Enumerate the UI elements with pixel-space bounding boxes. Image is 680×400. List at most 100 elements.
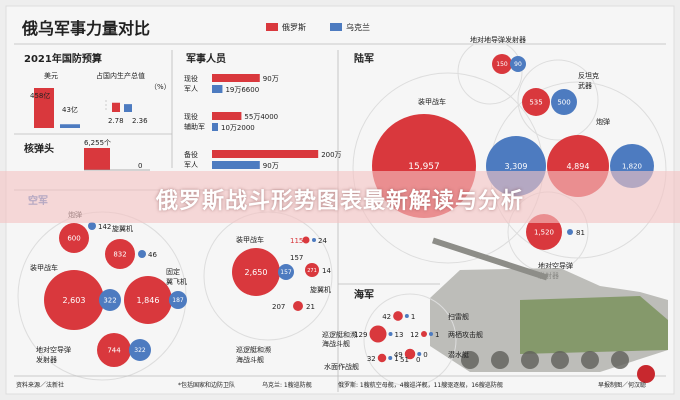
personnel-ukraine-bar	[212, 161, 260, 169]
navy-russia-bubble	[393, 311, 403, 321]
legend-label-russia: 俄罗斯	[282, 22, 306, 32]
navy-category-label: 扫雷舰	[448, 312, 469, 321]
navy-ukraine-bubble	[417, 352, 422, 356]
air-fixedwing-russia-value: 1,846	[137, 296, 160, 305]
personnel-ukraine-value: 90万	[263, 162, 279, 170]
air-shells-russia-value: 600	[67, 235, 80, 243]
navy-category-label: 潜水艇	[448, 350, 469, 359]
navy-russia-value: 32	[367, 355, 376, 363]
air-armored-ukraine-bubble	[99, 289, 121, 311]
land-sa-launcher-russia-value: 1,520	[534, 229, 554, 237]
tank-wheel-illustration	[581, 351, 599, 369]
navy-russia-bubble	[421, 331, 427, 337]
air-armored-russia-bubble	[44, 270, 104, 330]
air-sa-launcher-label: 发射器	[36, 355, 57, 364]
air-fixedwing-label: 固定	[166, 267, 180, 276]
land-antitank-russia-value: 535	[529, 99, 542, 107]
air-fixedwing-ukraine-bubble	[169, 291, 187, 309]
special-heli2-russia-value: 271	[307, 268, 317, 274]
air-heli-ukraine-bubble	[138, 250, 146, 258]
navy-ukraine-value: 13	[395, 331, 404, 339]
navy-russia-bubble	[404, 348, 416, 360]
navy-extra-russia-value: 51	[400, 356, 409, 364]
personnel-russia-value: 90万	[263, 75, 279, 83]
air-fixedwing-label: 翼飞机	[166, 277, 187, 286]
land-armored-russia-value: 15,957	[408, 162, 440, 172]
land-title: 陆军	[354, 52, 374, 65]
budget-gdp-unit: （%）	[150, 83, 171, 91]
navy-extra-ukraine-value: 0	[416, 356, 420, 364]
air-shells-ukraine-value: 142	[98, 223, 111, 231]
air-sa-launcher-russia-value: 744	[107, 347, 121, 355]
air-heli-label: 旋翼机	[112, 224, 133, 233]
special-heli-russia-value: 115	[290, 237, 303, 245]
personnel-title: 军事人员	[186, 52, 226, 65]
tank-wheel-illustration	[521, 351, 539, 369]
special-patrol-russia-value: 207	[272, 303, 285, 311]
air-shells-ukraine-bubble	[88, 222, 96, 230]
navy-ukraine-bubble	[388, 356, 393, 360]
special-armored-russia-value: 2,650	[245, 268, 268, 277]
personnel-row-label: 备役	[184, 150, 198, 159]
budget-usd-russia-value: 458亿	[30, 91, 50, 100]
special-armored-ukraine-label: 157	[290, 254, 303, 262]
navy-ukraine-value: 1	[394, 355, 398, 363]
personnel-row-label: 军人	[184, 161, 198, 169]
personnel-ukraine-value: 10万2000	[221, 124, 255, 132]
land-antitank-russia-bubble	[522, 88, 550, 116]
personnel-row-label: 军人	[184, 85, 198, 93]
navy-russia-bubble	[377, 353, 387, 363]
land-sa-launcher-ukraine-value: 81	[576, 229, 585, 237]
land-ss-launcher-label: 地对地导弹发射器	[470, 35, 526, 44]
budget-usd-label: 美元	[44, 71, 58, 80]
special-heli2-russia-bubble	[305, 263, 319, 277]
air-heli-ukraine-value: 46	[148, 251, 157, 259]
special-heli-ukraine-bubble	[312, 238, 316, 242]
footer-credit: 早报制图／何汉聪	[598, 381, 646, 389]
budget-usd-ukraine-bar	[60, 124, 80, 128]
personnel-row-label: 辅助军	[184, 122, 205, 131]
legend-swatch-ukraine	[330, 23, 342, 31]
budget-usd-russia-bar	[34, 88, 54, 128]
footer-note-russia: 俄罗斯: 1艘航空母舰，4艘巡洋舰，11艘驱逐舰，16艘巡防舰	[338, 381, 503, 389]
budget-gdp-russia-bar	[112, 102, 120, 112]
navy-ukraine-bubble	[388, 332, 393, 336]
land-ring	[457, 39, 523, 105]
navy-category-label: 巡逻艇和濒	[322, 330, 357, 339]
personnel-russia-value: 55万4000	[244, 113, 278, 121]
budget-gdp-label: 占国内生产总值	[96, 71, 145, 80]
budget-gdp-ukraine-bar	[124, 104, 132, 112]
land-antitank-label: 反坦克	[578, 71, 599, 80]
land-ss-launcher-russia-value: 150	[496, 61, 508, 68]
special-heli-russia-bubble	[302, 236, 310, 244]
tank-wheel-illustration	[491, 351, 509, 369]
budget-usd-ukraine-value: 43亿	[62, 105, 78, 114]
navy-russia-value: 129	[354, 331, 367, 339]
land-artillery-ukraine-value: 1,820	[622, 163, 642, 171]
navy-ukraine-bubble	[429, 332, 433, 336]
navy-ukraine-value: 1	[411, 313, 415, 321]
special-heli2-label: 旋翼机	[310, 285, 331, 294]
special-patrol-russia-bubble	[293, 301, 303, 311]
nuclear-title: 核弹头	[24, 142, 54, 155]
navy-ukraine-value: 0	[423, 351, 427, 359]
navy-ring	[363, 293, 457, 387]
navy-category-label: 两栖攻击舰	[448, 330, 483, 339]
footer-source: 资料来源／法新社	[16, 381, 64, 389]
special-patrol-label: 海战斗舰	[236, 355, 264, 364]
land-sa-launcher-label: 地对空导弹	[538, 261, 573, 270]
special-armored-ukraine-value: 157	[280, 269, 292, 276]
navy-russia-value: 49	[394, 351, 403, 359]
land-ring	[517, 59, 599, 141]
air-sa-launcher-ukraine-bubble	[129, 339, 151, 361]
navy-title: 海军	[354, 288, 374, 301]
land-sa-launcher-ukraine-bubble	[567, 229, 573, 235]
air-sa-launcher-ukraine-value: 322	[134, 347, 146, 354]
land-antitank-ukraine-value: 500	[557, 99, 570, 107]
personnel-russia-bar	[212, 74, 260, 82]
navy-category-label: 水面作战舰	[324, 362, 359, 371]
air-sa-launcher-russia-bubble	[97, 333, 131, 367]
legend-swatch-russia	[266, 23, 278, 31]
legend-label-ukraine: 乌克兰	[346, 22, 370, 32]
